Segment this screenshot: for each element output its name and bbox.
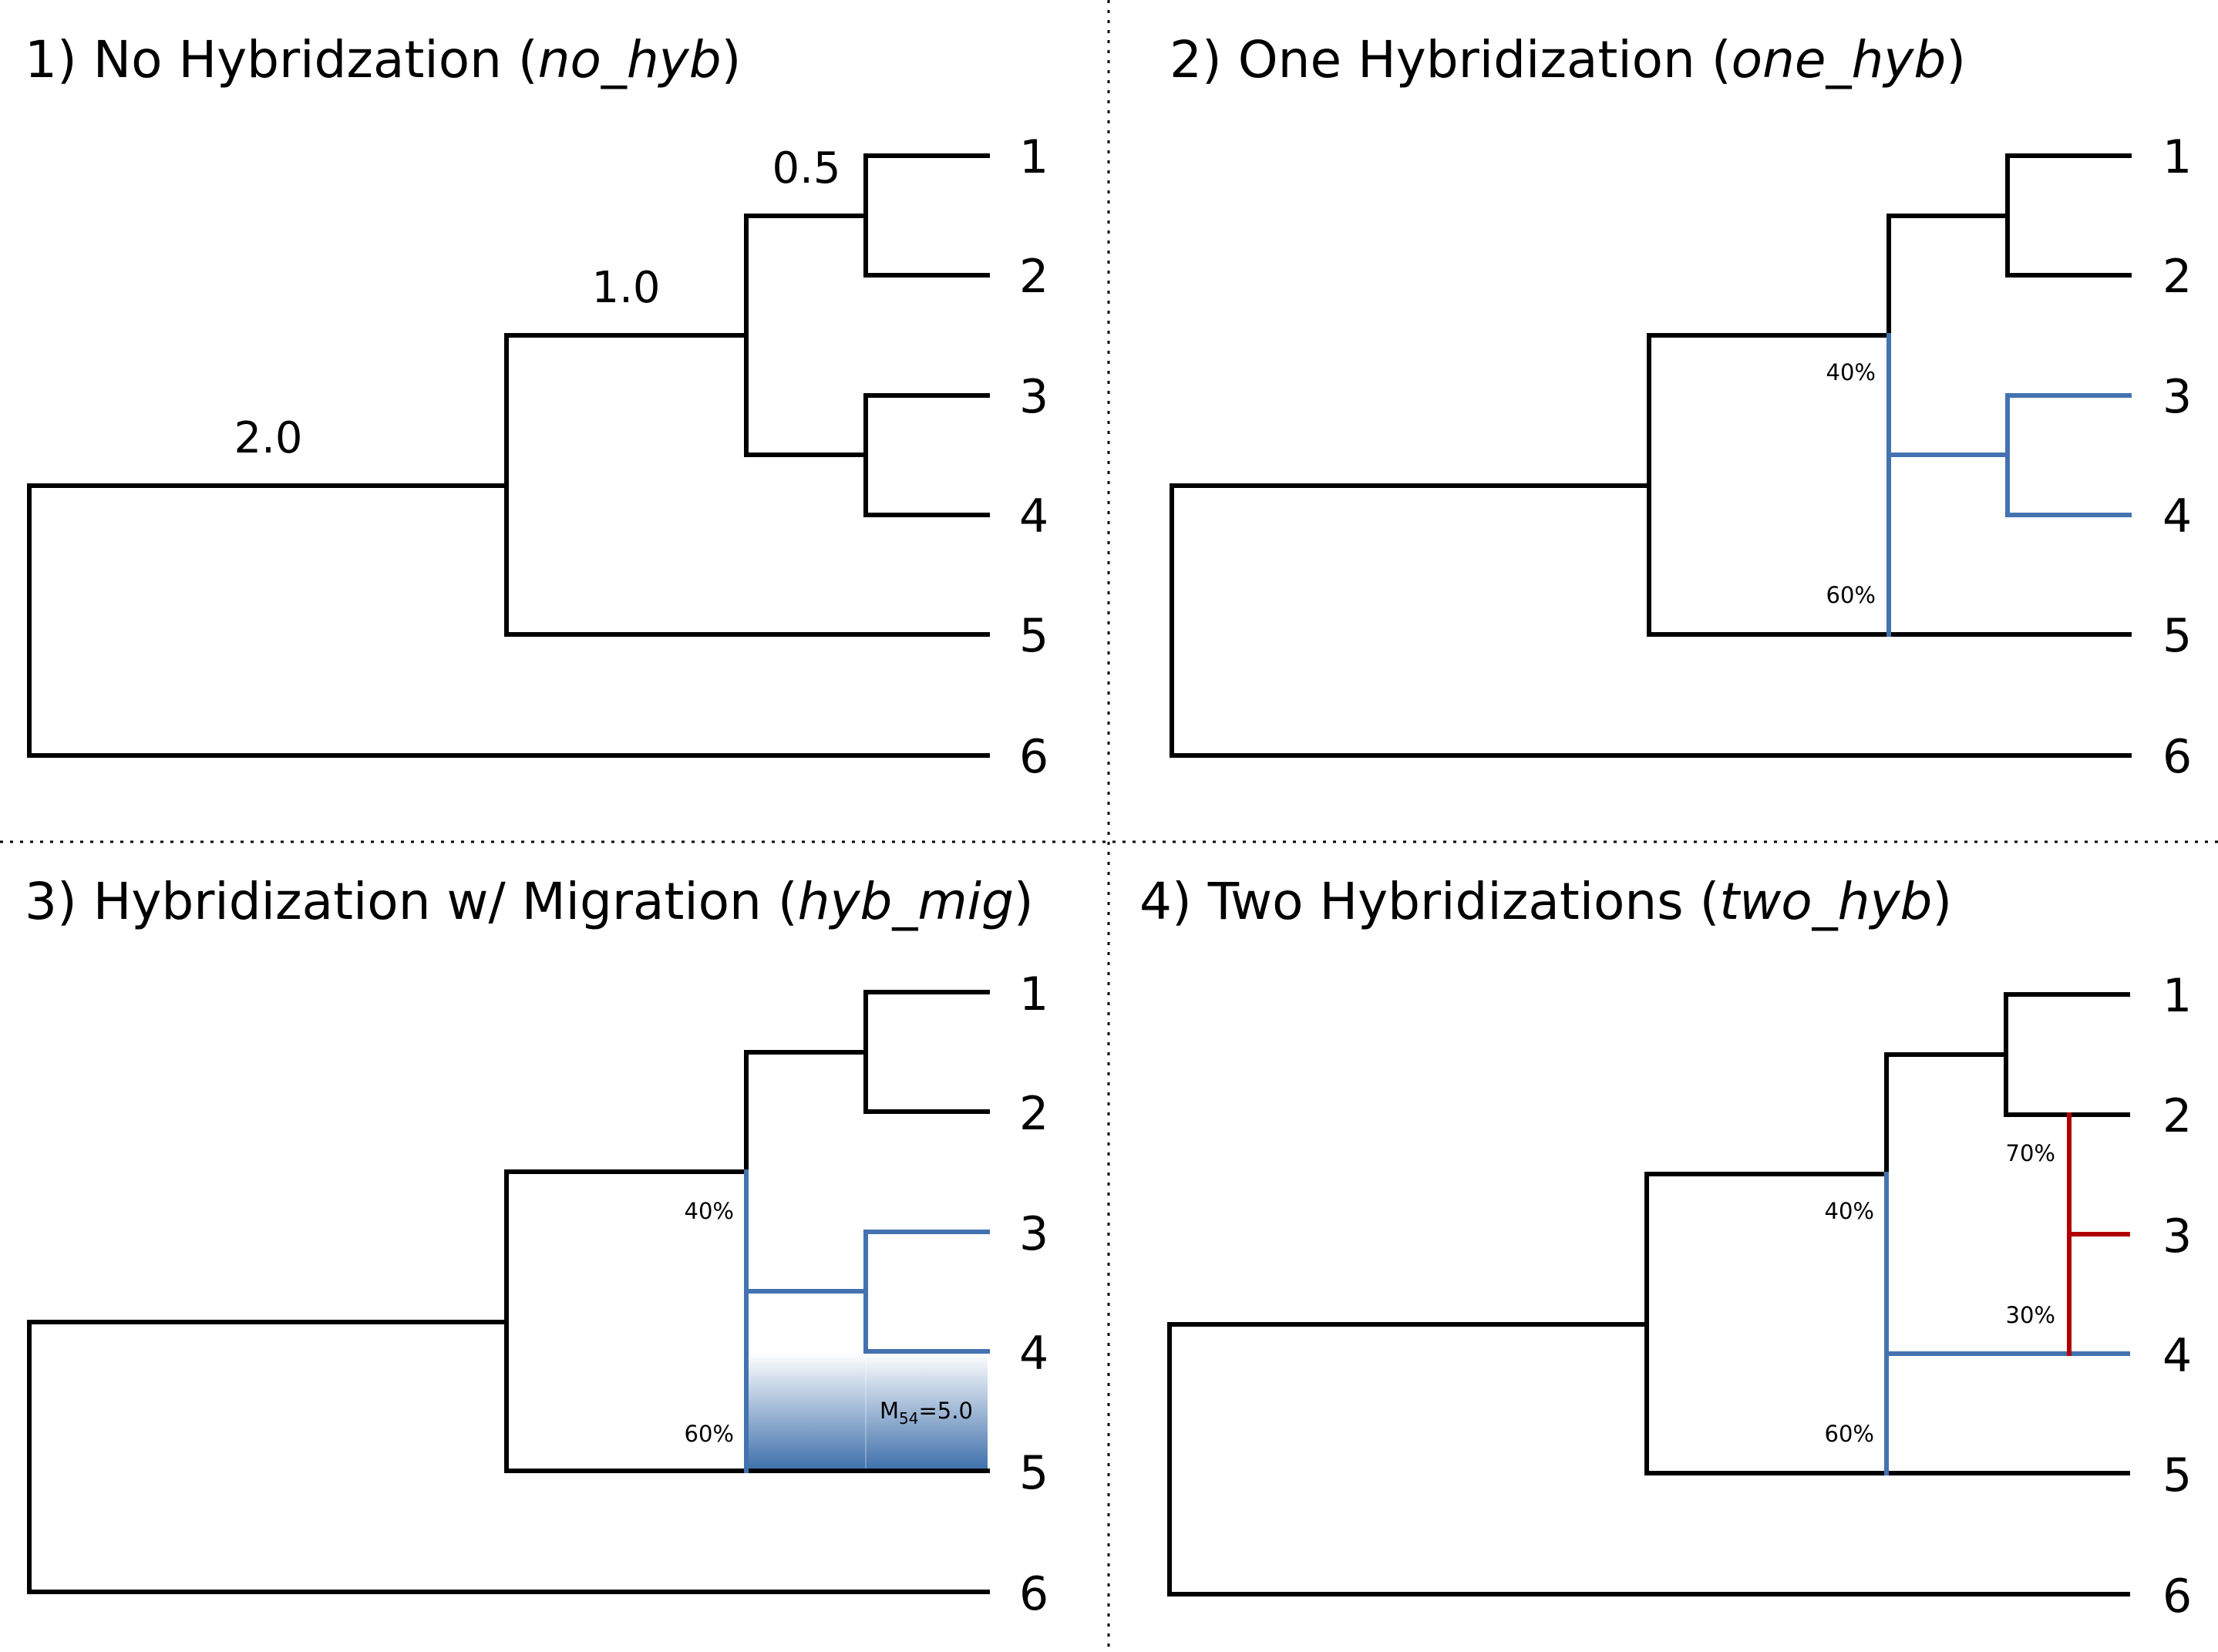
tip-label: 5 — [1019, 609, 1048, 663]
tip-label: 6 — [1019, 730, 1048, 784]
tip-label: 4 — [1019, 490, 1048, 543]
branch-clade-12 — [2004, 992, 2130, 1117]
panel-title: 1) No Hybridzation (no_hyb) — [25, 30, 741, 89]
branch-node-b — [1884, 1052, 2008, 1176]
panel-title: 2) One Hybridization (one_hyb) — [1170, 30, 1966, 89]
branch-root — [27, 1320, 990, 1594]
branch-root — [1167, 1322, 2130, 1596]
branch-node-b — [1886, 214, 2010, 338]
branch-clade-12 — [863, 153, 990, 278]
tip-label: 5 — [2162, 609, 2192, 663]
tip-label: 1 — [2162, 130, 2192, 184]
inheritance-pct: 40% — [685, 1198, 734, 1224]
tip-label: 2 — [1019, 250, 1048, 304]
hybrid-edge — [744, 1169, 990, 1473]
branch-clade-12 — [863, 990, 990, 1114]
tip-label: 3 — [1019, 1207, 1048, 1261]
inheritance-pct: 60% — [1826, 582, 1876, 608]
tip-label: 6 — [1019, 1567, 1048, 1621]
inheritance-pct: 30% — [2006, 1302, 2055, 1328]
branch-node-a — [504, 333, 990, 637]
inheritance-pct: 60% — [685, 1421, 734, 1447]
tip-label: 1 — [1019, 130, 1048, 184]
branch-node-b — [744, 214, 868, 457]
hybrid-edges — [744, 1169, 990, 1473]
tip-label: 4 — [2162, 1329, 2192, 1383]
tip-label: 6 — [2162, 730, 2192, 784]
inheritance-pct: 60% — [1825, 1421, 1874, 1447]
branch-length-label: 1.0 — [591, 263, 660, 313]
tip-label: 1 — [1019, 967, 1048, 1021]
branch-length-label: 2.0 — [234, 413, 302, 463]
inheritance-pct: 70% — [2006, 1140, 2055, 1166]
hybrid-edges — [1886, 333, 2132, 637]
tip-label: 2 — [1019, 1087, 1048, 1141]
branch-clade-34 — [863, 393, 990, 517]
branch-node-a — [1644, 1172, 2130, 1475]
tip-label: 3 — [2162, 1210, 2192, 1263]
hybrid-edge — [1884, 1172, 2130, 1475]
species-tree — [27, 153, 990, 758]
branch-root — [27, 483, 990, 758]
tip-label: 5 — [1019, 1446, 1048, 1500]
inheritance-pct: 40% — [1825, 1198, 1874, 1224]
hybrid-edge-second — [2067, 1112, 2130, 1356]
species-tree — [1167, 992, 2130, 1596]
tip-label: 3 — [2162, 370, 2192, 424]
species-tree — [27, 990, 990, 1594]
branch-node-a — [504, 1169, 990, 1473]
tip-label: 2 — [2162, 1089, 2192, 1143]
panel-two-hyb: 4) Two Hybridizations (two_hyb) 40% 60% … — [1139, 872, 2192, 1623]
panel-title: 3) Hybridization w/ Migration (hyb_mig) — [25, 872, 1034, 931]
panel-no-hyb: 1) No Hybridzation (no_hyb) 2.0 1.0 0.5 … — [25, 30, 1048, 784]
tip-label: 1 — [2162, 969, 2192, 1023]
migration-band — [746, 1353, 988, 1471]
branch-root — [1170, 483, 2132, 758]
branch-clade-12 — [2005, 153, 2132, 278]
tip-label: 5 — [2162, 1448, 2192, 1502]
hybrid-edges — [1884, 1112, 2130, 1475]
migration-rate-label: M54=5.0 — [880, 1398, 973, 1428]
branch-node-a — [1647, 333, 2132, 637]
tip-label: 4 — [2162, 490, 2192, 543]
panel-hyb-mig: 3) Hybridization w/ Migration (hyb_mig) … — [25, 872, 1048, 1621]
tip-label: 6 — [2162, 1570, 2192, 1623]
branch-node-b — [744, 1050, 868, 1174]
hybrid-edge — [1886, 333, 2132, 637]
inheritance-pct: 40% — [1826, 359, 1876, 385]
branch-length-label: 0.5 — [772, 143, 840, 193]
tip-label: 3 — [1019, 370, 1048, 424]
panel-title: 4) Two Hybridizations (two_hyb) — [1139, 872, 1952, 931]
tip-label: 2 — [2162, 250, 2192, 304]
panel-one-hyb: 2) One Hybridization (one_hyb) 40% 60% 1… — [1170, 30, 2192, 784]
species-tree — [1170, 153, 2132, 758]
tip-label: 4 — [1019, 1327, 1048, 1381]
